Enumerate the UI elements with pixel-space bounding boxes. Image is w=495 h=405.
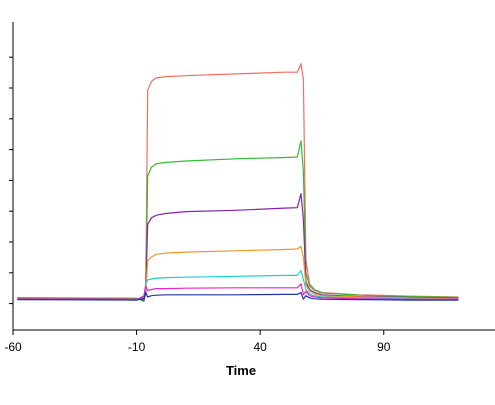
x-tick-label: 40 [253, 340, 267, 354]
series-line-4 [17, 245, 459, 300]
x-axis-title: Time [226, 363, 256, 378]
series-line-3 [17, 193, 459, 301]
series-line-1 [17, 63, 459, 300]
series-line-6 [17, 283, 459, 301]
x-axis-ticks: -60 -10 40 90 [4, 330, 391, 354]
series-line-2 [17, 140, 459, 302]
x-tick-label: -10 [128, 340, 146, 354]
x-tick-label: 90 [377, 340, 391, 354]
x-tick-label: -60 [4, 340, 22, 354]
series-line-5 [17, 270, 459, 301]
axes-group [12, 22, 495, 331]
series-line-7 [17, 291, 459, 301]
y-axis-ticks [9, 56, 13, 305]
plot-series-group [17, 63, 459, 302]
